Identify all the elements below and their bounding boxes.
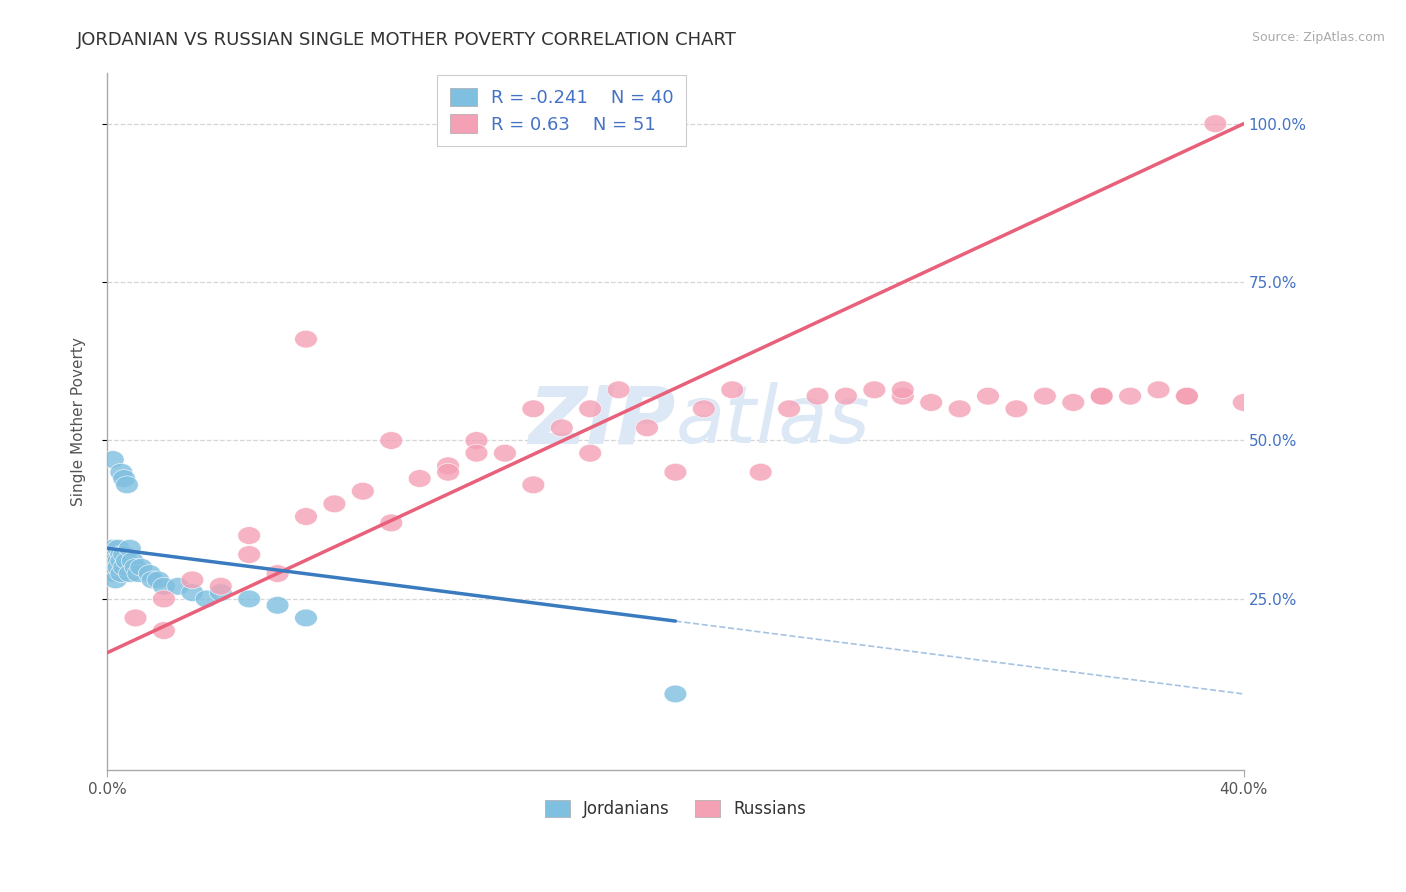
Ellipse shape bbox=[920, 393, 942, 411]
Ellipse shape bbox=[522, 400, 544, 417]
Ellipse shape bbox=[124, 609, 146, 627]
Ellipse shape bbox=[295, 609, 318, 627]
Ellipse shape bbox=[636, 419, 658, 437]
Ellipse shape bbox=[121, 552, 143, 570]
Ellipse shape bbox=[579, 400, 602, 417]
Ellipse shape bbox=[1233, 393, 1256, 411]
Ellipse shape bbox=[266, 565, 290, 582]
Ellipse shape bbox=[1175, 387, 1198, 405]
Ellipse shape bbox=[721, 381, 744, 399]
Ellipse shape bbox=[664, 463, 686, 481]
Text: atlas: atlas bbox=[675, 383, 870, 460]
Ellipse shape bbox=[1005, 400, 1028, 417]
Ellipse shape bbox=[380, 514, 402, 532]
Ellipse shape bbox=[238, 546, 260, 564]
Ellipse shape bbox=[104, 546, 127, 564]
Ellipse shape bbox=[977, 387, 1000, 405]
Ellipse shape bbox=[494, 444, 516, 462]
Ellipse shape bbox=[115, 476, 138, 494]
Ellipse shape bbox=[891, 387, 914, 405]
Ellipse shape bbox=[110, 463, 132, 481]
Ellipse shape bbox=[1090, 387, 1114, 405]
Y-axis label: Single Mother Poverty: Single Mother Poverty bbox=[72, 337, 86, 506]
Ellipse shape bbox=[1090, 387, 1114, 405]
Ellipse shape bbox=[1204, 115, 1226, 133]
Ellipse shape bbox=[749, 463, 772, 481]
Ellipse shape bbox=[112, 470, 135, 487]
Ellipse shape bbox=[778, 400, 800, 417]
Ellipse shape bbox=[891, 381, 914, 399]
Ellipse shape bbox=[693, 400, 716, 417]
Ellipse shape bbox=[112, 558, 135, 576]
Ellipse shape bbox=[104, 552, 127, 570]
Ellipse shape bbox=[124, 558, 146, 576]
Ellipse shape bbox=[101, 540, 124, 558]
Ellipse shape bbox=[437, 463, 460, 481]
Ellipse shape bbox=[110, 552, 132, 570]
Ellipse shape bbox=[465, 444, 488, 462]
Ellipse shape bbox=[835, 387, 858, 405]
Ellipse shape bbox=[437, 457, 460, 475]
Ellipse shape bbox=[112, 546, 135, 564]
Ellipse shape bbox=[380, 432, 402, 450]
Ellipse shape bbox=[1062, 393, 1084, 411]
Ellipse shape bbox=[141, 571, 165, 589]
Ellipse shape bbox=[110, 565, 132, 582]
Ellipse shape bbox=[550, 419, 574, 437]
Ellipse shape bbox=[522, 476, 544, 494]
Ellipse shape bbox=[664, 685, 686, 703]
Ellipse shape bbox=[209, 577, 232, 595]
Ellipse shape bbox=[98, 546, 121, 564]
Ellipse shape bbox=[295, 508, 318, 525]
Ellipse shape bbox=[167, 577, 190, 595]
Ellipse shape bbox=[96, 552, 118, 570]
Text: Source: ZipAtlas.com: Source: ZipAtlas.com bbox=[1251, 31, 1385, 45]
Ellipse shape bbox=[238, 590, 260, 607]
Ellipse shape bbox=[1147, 381, 1170, 399]
Ellipse shape bbox=[101, 565, 124, 582]
Ellipse shape bbox=[352, 483, 374, 500]
Ellipse shape bbox=[152, 590, 176, 607]
Ellipse shape bbox=[806, 387, 830, 405]
Ellipse shape bbox=[129, 558, 152, 576]
Ellipse shape bbox=[579, 444, 602, 462]
Ellipse shape bbox=[607, 381, 630, 399]
Ellipse shape bbox=[266, 597, 290, 614]
Ellipse shape bbox=[209, 583, 232, 601]
Ellipse shape bbox=[110, 546, 132, 564]
Ellipse shape bbox=[863, 381, 886, 399]
Ellipse shape bbox=[107, 540, 129, 558]
Ellipse shape bbox=[295, 330, 318, 348]
Ellipse shape bbox=[127, 565, 149, 582]
Text: ZIP: ZIP bbox=[529, 383, 675, 460]
Ellipse shape bbox=[107, 552, 129, 570]
Ellipse shape bbox=[98, 558, 121, 576]
Ellipse shape bbox=[948, 400, 972, 417]
Ellipse shape bbox=[195, 590, 218, 607]
Ellipse shape bbox=[238, 526, 260, 544]
Ellipse shape bbox=[115, 552, 138, 570]
Ellipse shape bbox=[107, 558, 129, 576]
Ellipse shape bbox=[138, 565, 162, 582]
Ellipse shape bbox=[152, 577, 176, 595]
Ellipse shape bbox=[104, 571, 127, 589]
Ellipse shape bbox=[323, 495, 346, 513]
Ellipse shape bbox=[152, 622, 176, 640]
Ellipse shape bbox=[1119, 387, 1142, 405]
Ellipse shape bbox=[104, 558, 127, 576]
Ellipse shape bbox=[465, 432, 488, 450]
Legend: Jordanians, Russians: Jordanians, Russians bbox=[538, 793, 813, 824]
Ellipse shape bbox=[101, 450, 124, 468]
Ellipse shape bbox=[1033, 387, 1056, 405]
Ellipse shape bbox=[181, 583, 204, 601]
Ellipse shape bbox=[181, 571, 204, 589]
Ellipse shape bbox=[146, 571, 170, 589]
Text: JORDANIAN VS RUSSIAN SINGLE MOTHER POVERTY CORRELATION CHART: JORDANIAN VS RUSSIAN SINGLE MOTHER POVER… bbox=[77, 31, 737, 49]
Ellipse shape bbox=[408, 470, 432, 487]
Ellipse shape bbox=[118, 565, 141, 582]
Ellipse shape bbox=[118, 540, 141, 558]
Ellipse shape bbox=[1175, 387, 1198, 405]
